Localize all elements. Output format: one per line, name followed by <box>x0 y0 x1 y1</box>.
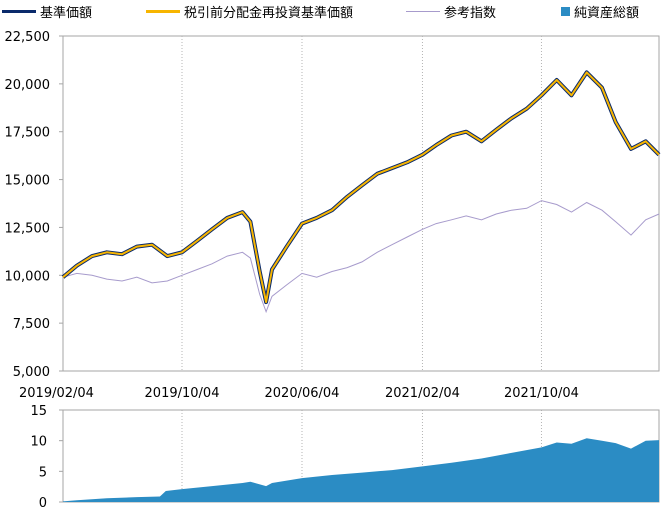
series-line-benchmark <box>62 200 660 314</box>
main-plot-frame <box>62 35 660 372</box>
y-tick-label-main: 5,000 <box>13 365 50 380</box>
x-tick-label: 2021/10/04 <box>504 386 579 401</box>
chart-legend: 基準価額 税引前分配金再投資基準価額 参考指数 純資産総額 <box>0 0 661 22</box>
y-tick-label-sub: 15 <box>30 404 47 419</box>
legend-swatch-net-assets <box>561 6 570 16</box>
y-tick-label-main: 17,500 <box>5 126 51 141</box>
y-tick-label-main: 10,000 <box>5 269 51 284</box>
y-tick-label-main: 22,500 <box>5 30 51 45</box>
legend-swatch-reinvested-nav <box>146 9 180 13</box>
y-tick-label-sub: 0 <box>39 496 47 508</box>
x-tick-label: 2019/10/04 <box>145 386 220 401</box>
legend-item-reinvested-nav: 税引前分配金再投資基準価額 <box>146 1 353 21</box>
series-area-net-assets <box>63 438 659 502</box>
x-tick-label: 2021/02/04 <box>385 386 460 401</box>
legend-swatch-benchmark <box>406 10 440 12</box>
legend-label-benchmark: 参考指数 <box>444 5 497 21</box>
legend-item-nav: 基準価額 <box>2 1 92 21</box>
legend-label-net-assets: 純資産総額 <box>574 5 640 21</box>
y-tick-label-main: 15,000 <box>5 174 51 189</box>
y-tick-label-main: 12,500 <box>5 221 51 236</box>
y-tick-label-main: 7,500 <box>13 317 50 332</box>
series-line-reinvested-nav <box>62 71 660 304</box>
legend-item-benchmark: 参考指数 <box>406 1 496 21</box>
legend-label-reinvested-nav: 税引前分配金再投資基準価額 <box>184 5 354 21</box>
legend-swatch-nav <box>2 9 36 13</box>
y-tick-label-sub: 10 <box>30 435 47 450</box>
y-tick-label-main: 20,000 <box>5 78 51 93</box>
legend-label-nav: 基準価額 <box>40 5 93 21</box>
x-tick-label: 2019/02/04 <box>19 386 94 401</box>
x-tick-label: 2020/06/04 <box>265 386 340 401</box>
y-tick-label-sub: 5 <box>39 465 47 480</box>
legend-item-net-assets: 純資産総額 <box>561 1 639 21</box>
